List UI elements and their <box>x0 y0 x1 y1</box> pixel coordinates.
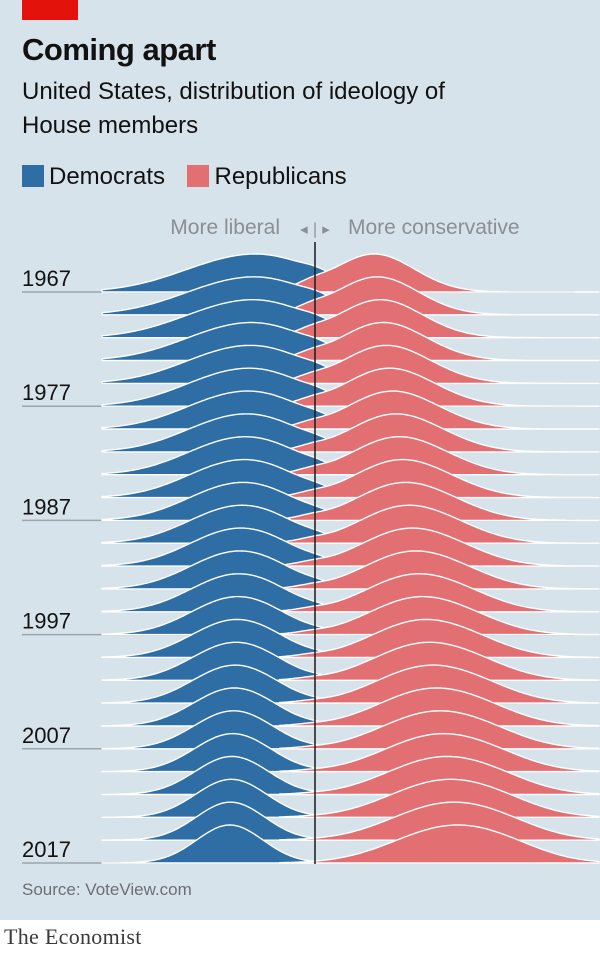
ridge-democrats-1971 <box>101 299 352 339</box>
ridge-democrats-2013 <box>101 778 352 818</box>
ridge-democrats-1983 <box>101 436 352 476</box>
ridge-democrats-1981 <box>101 413 352 453</box>
legend: Democrats Republicans <box>22 163 365 193</box>
ridge-democrats-1987 <box>101 481 352 522</box>
ridge-republicans-1977 <box>278 367 600 407</box>
ridge-democrats-2003 <box>101 664 352 704</box>
ridge-republicans-1975 <box>278 344 600 385</box>
chart-subtitle: United States, distribution of ideology … <box>22 78 445 139</box>
ridge-democrats-1993 <box>101 550 352 590</box>
ridge-republicans-2001 <box>278 641 600 681</box>
direction-label-conservative: More conservative <box>348 216 520 239</box>
year-label-1997: 1997 <box>22 609 71 634</box>
ridge-democrats-1995 <box>101 573 352 613</box>
ridge-republicans-1973 <box>278 321 600 362</box>
ridge-democrats-1991 <box>101 527 352 567</box>
ridge-republicans-1995 <box>278 573 600 613</box>
ridge-republicans-2003 <box>278 664 600 704</box>
source-note: Source: VoteView.com <box>22 880 192 899</box>
year-label-1967: 1967 <box>22 266 71 291</box>
legend-swatch-democrats <box>22 165 44 187</box>
year-label-1977: 1977 <box>22 380 71 405</box>
legend-item-democrats: Democrats <box>22 163 165 191</box>
ridge-democrats-1973 <box>101 321 352 362</box>
ridge-democrats-2017 <box>101 824 352 864</box>
ridge-democrats-1975 <box>101 344 352 385</box>
ridge-republicans-1999 <box>278 618 600 659</box>
ridge-republicans-1983 <box>278 436 600 476</box>
ridge-democrats-1985 <box>101 458 352 499</box>
ridge-republicans-1967 <box>278 253 600 293</box>
ridge-republicans-2011 <box>278 755 600 796</box>
ridge-republicans-1987 <box>278 481 600 522</box>
ridge-republicans-1989 <box>278 504 600 544</box>
ridge-democrats-2001 <box>101 641 352 681</box>
ridge-republicans-2013 <box>278 778 600 818</box>
legend-label-republicans: Republicans <box>214 163 347 190</box>
ridge-republicans-2015 <box>278 801 600 841</box>
ridge-republicans-1979 <box>278 390 600 430</box>
ridge-republicans-1985 <box>278 458 600 499</box>
ridge-republicans-2009 <box>278 732 600 773</box>
legend-label-democrats: Democrats <box>49 163 166 190</box>
brand-tag <box>22 0 78 20</box>
ridge-republicans-1981 <box>278 413 600 453</box>
direction-arrows: ◂ | ▸ <box>300 220 330 238</box>
ridge-democrats-1997 <box>101 595 352 636</box>
year-label-2007: 2007 <box>22 723 71 748</box>
ridge-republicans-1991 <box>278 527 600 567</box>
ridge-republicans-2017 <box>278 824 600 864</box>
ridge-republicans-2005 <box>278 687 600 727</box>
ridge-republicans-1993 <box>278 550 600 590</box>
ridge-republicans-2007 <box>278 710 600 750</box>
ridge-democrats-1999 <box>101 618 352 659</box>
ridge-democrats-2005 <box>101 687 352 727</box>
ridge-republicans-1997 <box>278 595 600 636</box>
year-label-1987: 1987 <box>22 494 71 519</box>
ridgeline-chart: More liberal ◂ | ▸ More conservative 1967 19… <box>22 216 600 864</box>
chart-title: Coming apart <box>22 32 216 67</box>
ridge-democrats-1977 <box>101 367 352 407</box>
ridge-democrats-2009 <box>101 732 352 773</box>
ridge-democrats-2007 <box>101 710 352 750</box>
direction-label-liberal: More liberal <box>170 216 280 239</box>
legend-item-republicans: Republicans <box>187 163 347 191</box>
year-label-2017: 2017 <box>22 837 71 862</box>
legend-swatch-republicans <box>187 165 210 187</box>
ridge-democrats-1989 <box>101 504 352 544</box>
ridge-democrats-2011 <box>101 755 352 796</box>
ridge-democrats-1979 <box>101 390 352 430</box>
economist-logo: The Economist <box>4 924 142 949</box>
